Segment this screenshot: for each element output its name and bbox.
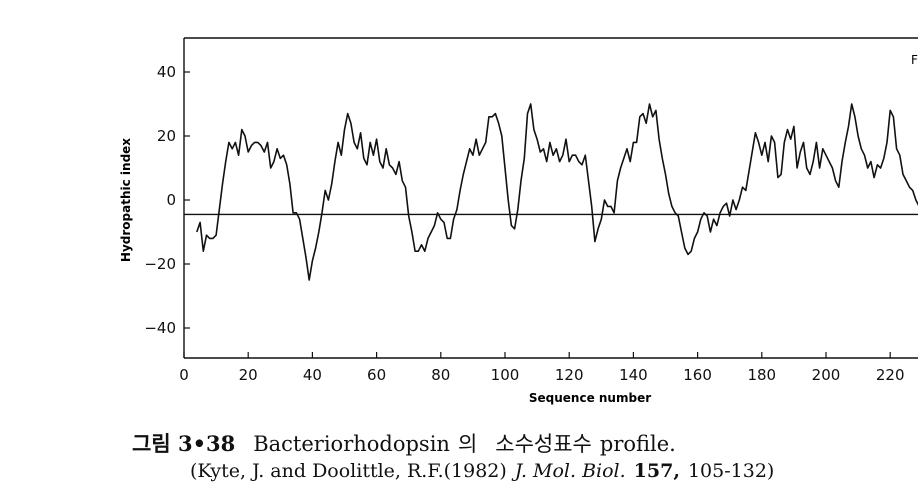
x-tick-label: 60 [367, 366, 386, 384]
x-tick-label: 0 [179, 366, 189, 384]
corner-label: F [911, 53, 918, 67]
chart-axes [183, 37, 918, 359]
figure-number: 그림 3•38 [132, 431, 236, 456]
x-tick-label: 180 [747, 366, 776, 384]
caption-line-2: (Kyte, J. and Doolittle, R.F.(1982) J. Mo… [190, 460, 774, 482]
x-tick-label: 80 [431, 366, 450, 384]
hydropathy-chart: 0 20 40 60 80 100 120 140 160 180 200 220 −40 −20 0 20 4… [119, 37, 918, 405]
x-tick-label: 160 [683, 366, 712, 384]
x-tick-label: 100 [491, 366, 520, 384]
caption-title-end: profile. [599, 432, 676, 456]
citation-authors: (Kyte, J. and Doolittle, R.F.(1982) [190, 460, 507, 482]
caption-title-particle: 의 [457, 432, 478, 456]
y-tick-label: 0 [166, 191, 176, 209]
citation-volume: 157, [633, 460, 680, 482]
chart-tick-labels: 0 20 40 60 80 100 120 140 160 180 200 220 −40 −20 0 20 4… [144, 63, 904, 384]
x-tick-label: 140 [619, 366, 648, 384]
x-tick-label: 20 [239, 366, 258, 384]
y-axis-label: Hydropathic index [119, 138, 133, 262]
citation-pages: 105-132) [687, 460, 775, 482]
chart-ticks [183, 71, 891, 358]
citation-journal: J. Mol. Biol. [514, 460, 626, 482]
caption-title-en: Bacteriorhodopsin [253, 432, 450, 456]
y-tick-label: 20 [157, 127, 176, 145]
x-tick-label: 40 [303, 366, 322, 384]
y-tick-label: −40 [144, 319, 176, 337]
x-tick-label: 120 [555, 366, 584, 384]
x-tick-label: 220 [876, 366, 905, 384]
figure-caption: 그림 3•38 Bacteriorhodopsin 의 소수성표수 profile. (… [0, 420, 918, 498]
caption-title-ko: 소수성표수 [495, 432, 592, 456]
y-tick-label: −20 [144, 255, 176, 273]
caption-line-1: 그림 3•38 Bacteriorhodopsin 의 소수성표수 profile. [132, 428, 676, 458]
x-tick-label: 200 [812, 366, 841, 384]
hydropathy-series-line [196, 103, 918, 281]
x-axis-label: Sequence number [529, 391, 651, 405]
y-tick-label: 40 [157, 63, 176, 81]
